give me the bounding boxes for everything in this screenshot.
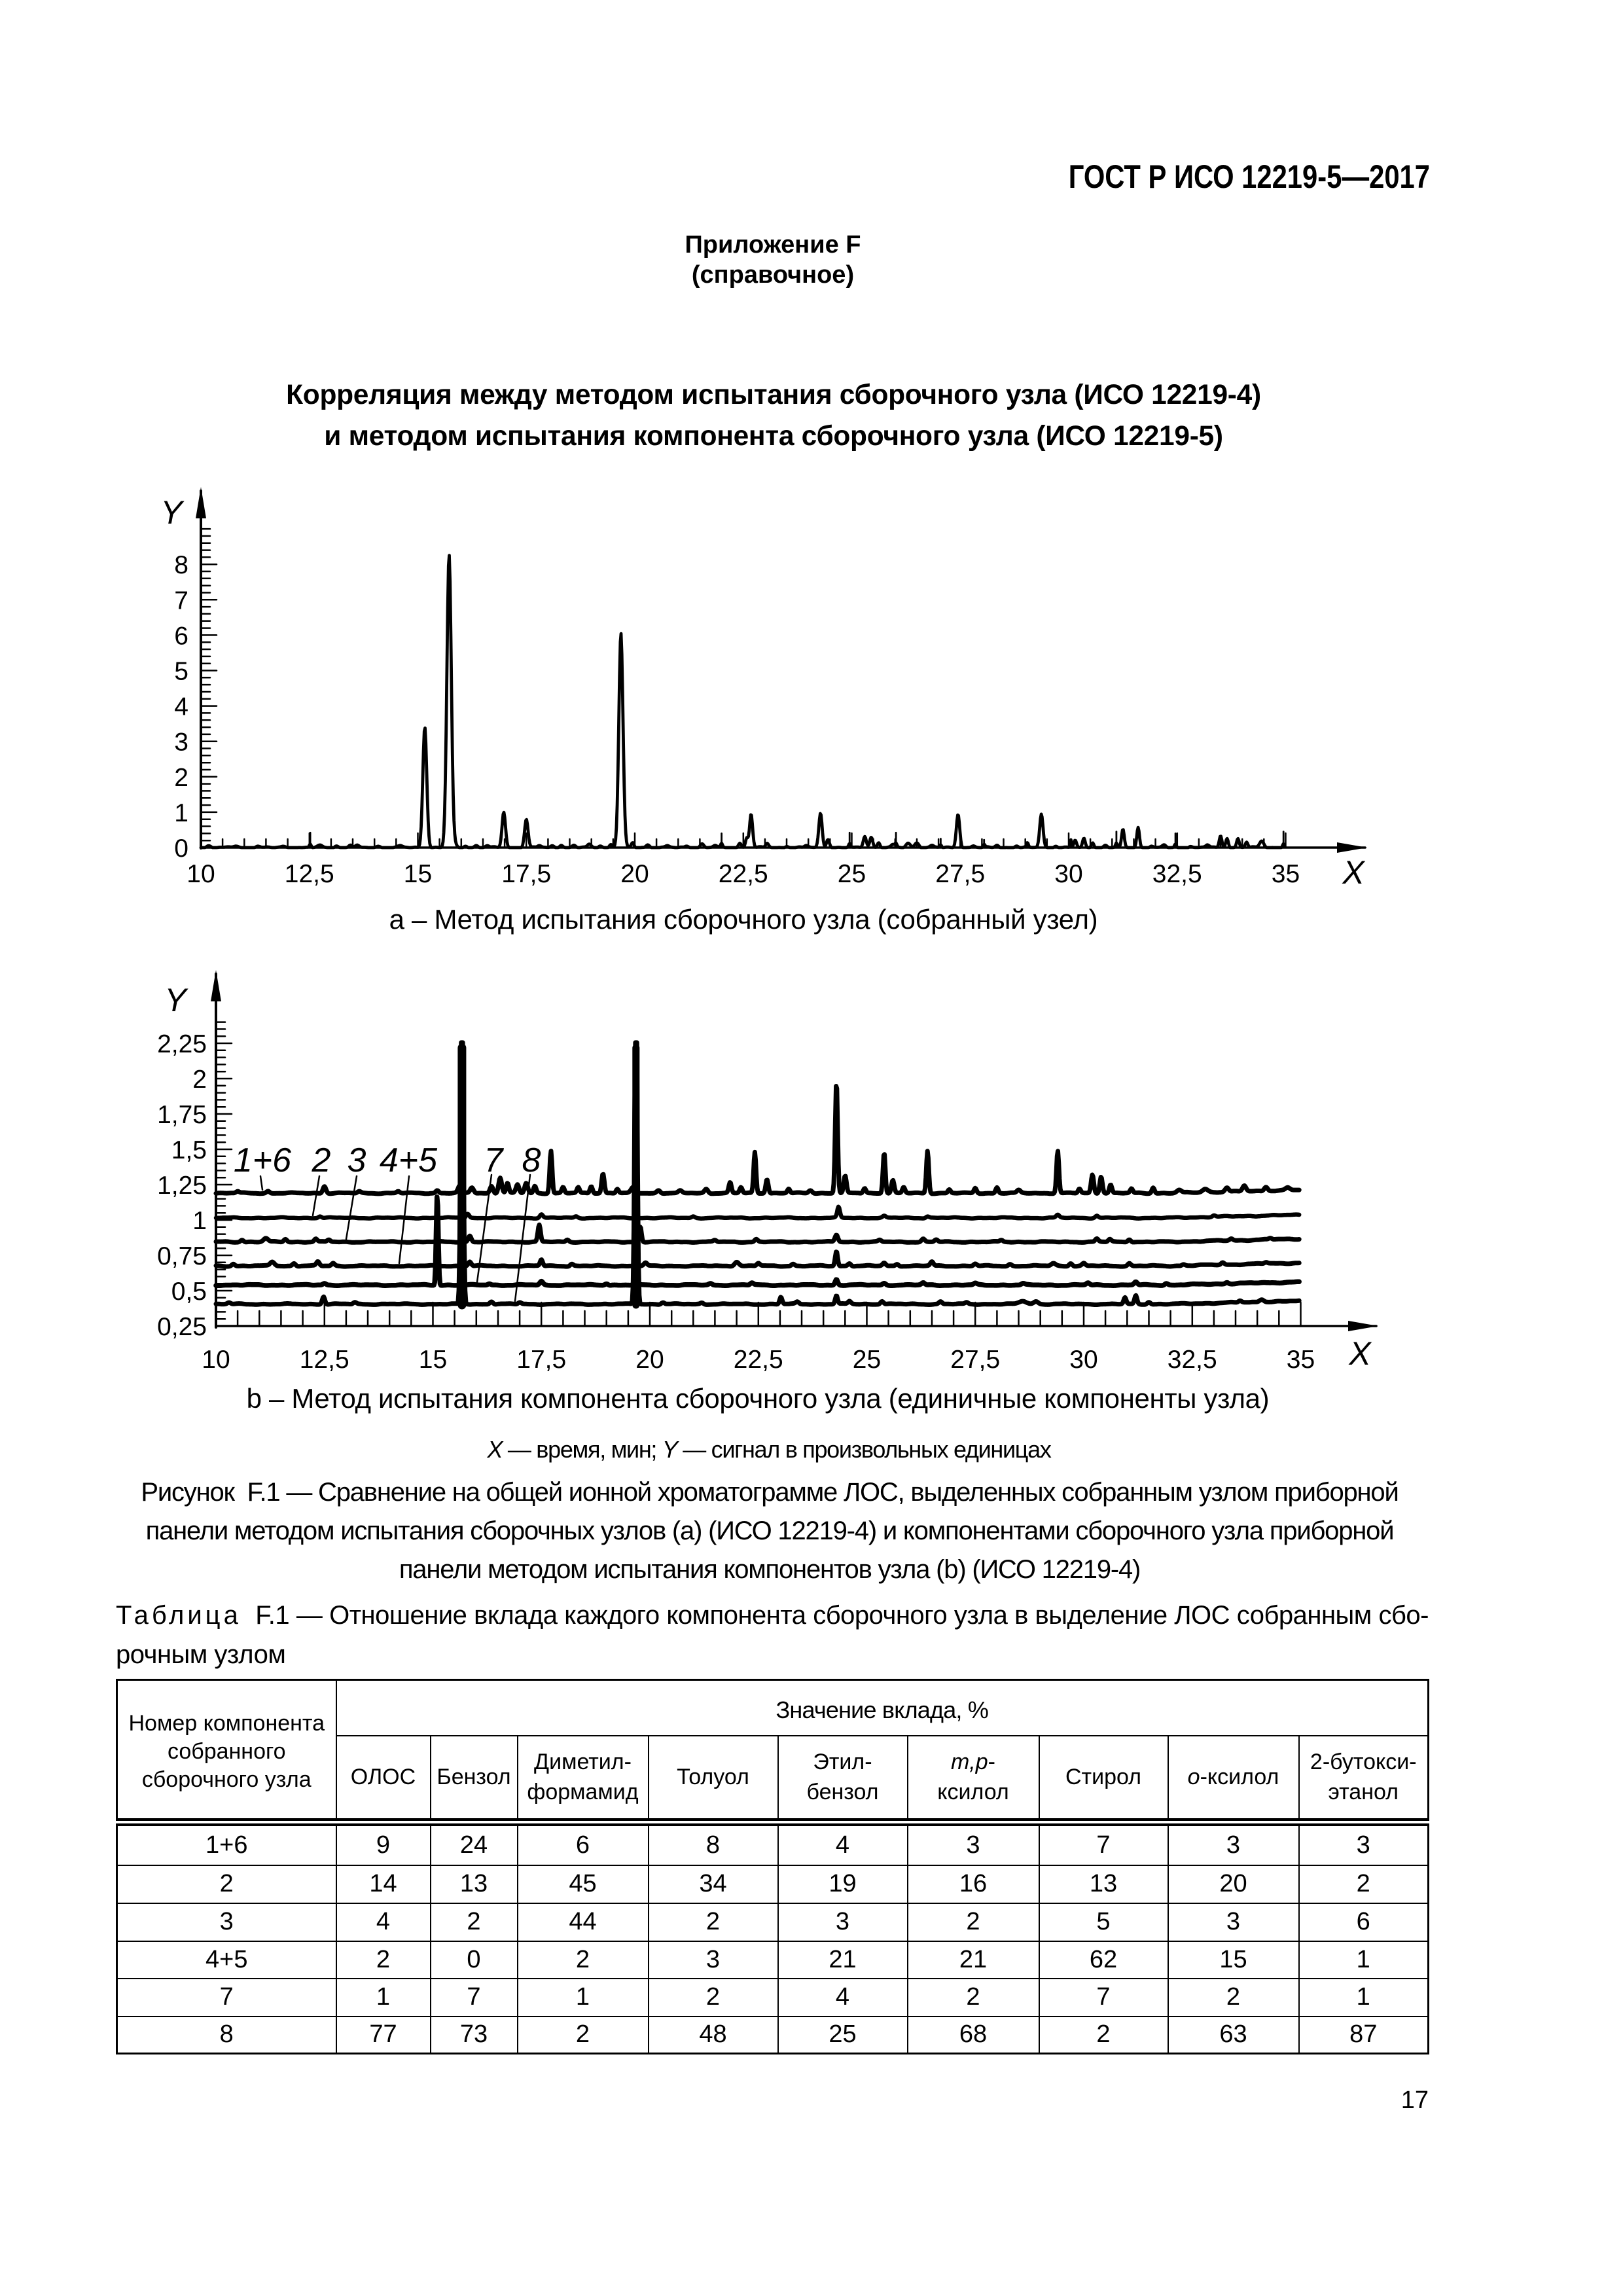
svg-text:6: 6 — [174, 622, 188, 650]
svg-text:27,5: 27,5 — [950, 1346, 1000, 1374]
svg-text:20: 20 — [620, 860, 649, 888]
svg-text:32,5: 32,5 — [1152, 860, 1202, 888]
svg-text:35: 35 — [1287, 1346, 1315, 1374]
svg-text:2,25: 2,25 — [157, 1030, 207, 1058]
svg-text:10: 10 — [202, 1346, 230, 1374]
svg-text:Y: Y — [164, 982, 188, 1018]
svg-text:0,25: 0,25 — [157, 1313, 207, 1341]
svg-text:35: 35 — [1272, 860, 1300, 888]
svg-text:30: 30 — [1054, 860, 1082, 888]
svg-text:1: 1 — [192, 1207, 207, 1235]
svg-text:3: 3 — [174, 728, 188, 757]
svg-text:8: 8 — [522, 1141, 541, 1179]
svg-text:4+5: 4+5 — [380, 1141, 438, 1179]
svg-text:15: 15 — [419, 1346, 447, 1374]
svg-text:1: 1 — [174, 799, 188, 827]
svg-text:22,5: 22,5 — [719, 860, 768, 888]
svg-text:7: 7 — [484, 1141, 505, 1179]
svg-text:17,5: 17,5 — [516, 1346, 566, 1374]
svg-text:X: X — [1348, 1335, 1372, 1372]
svg-text:32,5: 32,5 — [1168, 1346, 1217, 1374]
svg-text:0,75: 0,75 — [157, 1242, 207, 1270]
svg-text:0: 0 — [174, 834, 188, 863]
svg-text:25: 25 — [838, 860, 866, 888]
svg-text:5: 5 — [174, 658, 188, 686]
svg-text:2: 2 — [192, 1066, 207, 1094]
svg-text:2: 2 — [174, 764, 188, 792]
svg-text:17,5: 17,5 — [501, 860, 551, 888]
svg-text:1,75: 1,75 — [157, 1101, 207, 1129]
svg-text:1,5: 1,5 — [171, 1136, 207, 1164]
svg-text:8: 8 — [174, 551, 188, 579]
svg-text:2: 2 — [312, 1141, 331, 1179]
svg-text:0,5: 0,5 — [171, 1278, 207, 1306]
svg-text:20: 20 — [635, 1346, 664, 1374]
svg-text:10: 10 — [187, 860, 215, 888]
svg-text:7: 7 — [174, 586, 188, 615]
svg-text:12,5: 12,5 — [285, 860, 334, 888]
svg-text:4: 4 — [174, 693, 188, 721]
svg-text:X: X — [1342, 854, 1365, 891]
svg-text:27,5: 27,5 — [935, 860, 985, 888]
svg-text:3: 3 — [348, 1141, 366, 1179]
svg-text:Y: Y — [160, 494, 185, 531]
svg-text:22,5: 22,5 — [734, 1346, 783, 1374]
svg-text:12,5: 12,5 — [300, 1346, 349, 1374]
svg-text:25: 25 — [853, 1346, 881, 1374]
svg-text:30: 30 — [1069, 1346, 1097, 1374]
svg-text:1,25: 1,25 — [157, 1172, 207, 1200]
svg-text:15: 15 — [404, 860, 432, 888]
svg-text:1+6: 1+6 — [234, 1141, 291, 1179]
